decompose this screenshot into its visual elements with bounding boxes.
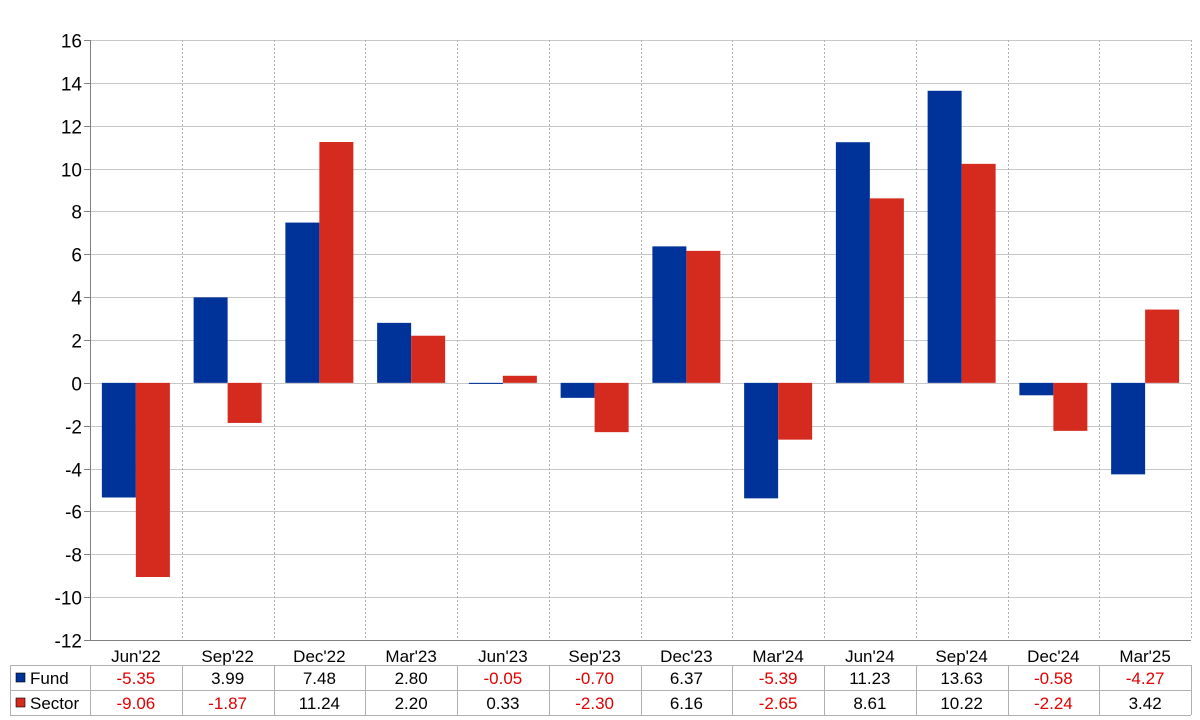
x-tick-label: Sep'22 (201, 647, 253, 666)
x-tick-label: Dec'22 (293, 647, 345, 666)
legend-swatch-sector (15, 697, 26, 708)
bar-sector-5 (594, 382, 629, 433)
table-cell-sector: -2.30 (575, 694, 614, 713)
bar-fund-6 (652, 246, 687, 383)
x-tick-label: Sep'24 (935, 647, 987, 666)
table-cell-sector: 2.20 (395, 694, 428, 713)
y-tick-label: -10 (55, 589, 82, 610)
bar-sector-9 (961, 163, 996, 383)
bar-sector-10 (1053, 382, 1088, 431)
y-tick-label: -2 (65, 418, 82, 439)
x-tick-label: Dec'24 (1027, 647, 1079, 666)
y-tick-label: -4 (65, 461, 82, 482)
bar-fund-11 (1111, 382, 1146, 475)
y-tick-label: 0 (71, 375, 82, 396)
data-table: Fund -5.35 3.99 7.48 2.80 -0.05 -0.70 6.37 -5.39… (10, 665, 1192, 716)
y-tick-label: 8 (71, 203, 82, 224)
x-tick-label: Sep'23 (568, 647, 620, 666)
y-tick-label: -6 (65, 503, 82, 524)
table-cell-fund: 7.48 (303, 669, 336, 688)
table-cell-fund: 6.37 (670, 669, 703, 688)
bar-fund-1 (193, 297, 228, 383)
table-cell-fund: -0.70 (575, 669, 614, 688)
bars-layer (101, 90, 1180, 577)
table-cell-fund: -5.39 (759, 669, 798, 688)
legend-swatch-fund (15, 672, 26, 683)
bar-sector-2 (319, 142, 354, 383)
y-axis: -12 -10 -8 -6 -4 -2 0 2 4 6 8 10 12 14 16 (55, 32, 91, 653)
bar-fund-8 (835, 142, 870, 383)
x-axis: Jun'22 Sep'22 Dec'22 Mar'23 Jun'23 Sep'23 Dec'… (90, 640, 1191, 666)
bar-sector-7 (778, 382, 813, 440)
table-cell-fund: -0.05 (484, 669, 523, 688)
table-cell-sector: 10.22 (940, 694, 983, 713)
bar-sector-4 (502, 375, 537, 383)
bar-fund-4 (468, 382, 503, 384)
table-cell-sector: -1.87 (208, 694, 247, 713)
x-tick-label: Jun'22 (111, 647, 161, 666)
bar-fund-9 (927, 90, 962, 383)
table-cell-fund: 3.99 (211, 669, 244, 688)
y-tick-label: 10 (61, 161, 82, 182)
table-cell-fund: -0.58 (1034, 669, 1073, 688)
table-cell-sector: 3.42 (1129, 694, 1162, 713)
bar-fund-10 (1019, 382, 1054, 396)
table-cell-sector: -9.06 (117, 694, 156, 713)
table-cell-sector: 8.61 (853, 694, 886, 713)
bar-fund-2 (285, 222, 320, 383)
y-tick-label: 12 (61, 118, 82, 139)
table-cell-sector: -2.65 (759, 694, 798, 713)
y-tick-label: 4 (71, 289, 82, 310)
bar-fund-0 (101, 382, 136, 498)
table-cell-fund: -5.35 (117, 669, 156, 688)
bar-sector-8 (869, 198, 904, 383)
bar-sector-1 (227, 382, 262, 423)
bar-fund-3 (377, 322, 412, 383)
bar-sector-3 (411, 335, 446, 383)
legend-label-fund: Fund (30, 669, 69, 688)
table-cell-sector: 0.33 (486, 694, 519, 713)
table-cell-fund: 13.63 (940, 669, 983, 688)
table-cell-sector: 6.16 (670, 694, 703, 713)
x-tick-label: Dec'23 (660, 647, 712, 666)
table-cell-sector: -2.24 (1034, 694, 1073, 713)
y-tick-label: 6 (71, 246, 82, 267)
bar-sector-0 (135, 382, 170, 577)
x-tick-label: Jun'24 (845, 647, 895, 666)
y-tick-label: 16 (61, 32, 82, 53)
y-tick-label: 2 (71, 332, 82, 353)
bar-fund-7 (744, 382, 779, 499)
x-tick-label: Jun'23 (478, 647, 528, 666)
legend-label-sector: Sector (30, 694, 79, 713)
y-tick-label: -8 (65, 546, 82, 567)
bar-sector-11 (1145, 309, 1180, 383)
table-cell-fund: 2.80 (395, 669, 428, 688)
grid-layer (90, 40, 1192, 641)
table-cell-fund: 11.23 (849, 669, 890, 688)
x-tick-label: Mar'23 (385, 647, 436, 666)
table-cell-sector: 11.24 (299, 694, 340, 713)
bar-sector-6 (686, 250, 721, 383)
y-tick-label: 14 (61, 75, 83, 96)
table-cell-fund: -4.27 (1126, 669, 1165, 688)
x-tick-label: Mar'24 (752, 647, 803, 666)
x-tick-label: Mar'25 (1119, 647, 1170, 666)
y-tick-label: -12 (55, 632, 82, 653)
bar-fund-5 (560, 382, 595, 398)
